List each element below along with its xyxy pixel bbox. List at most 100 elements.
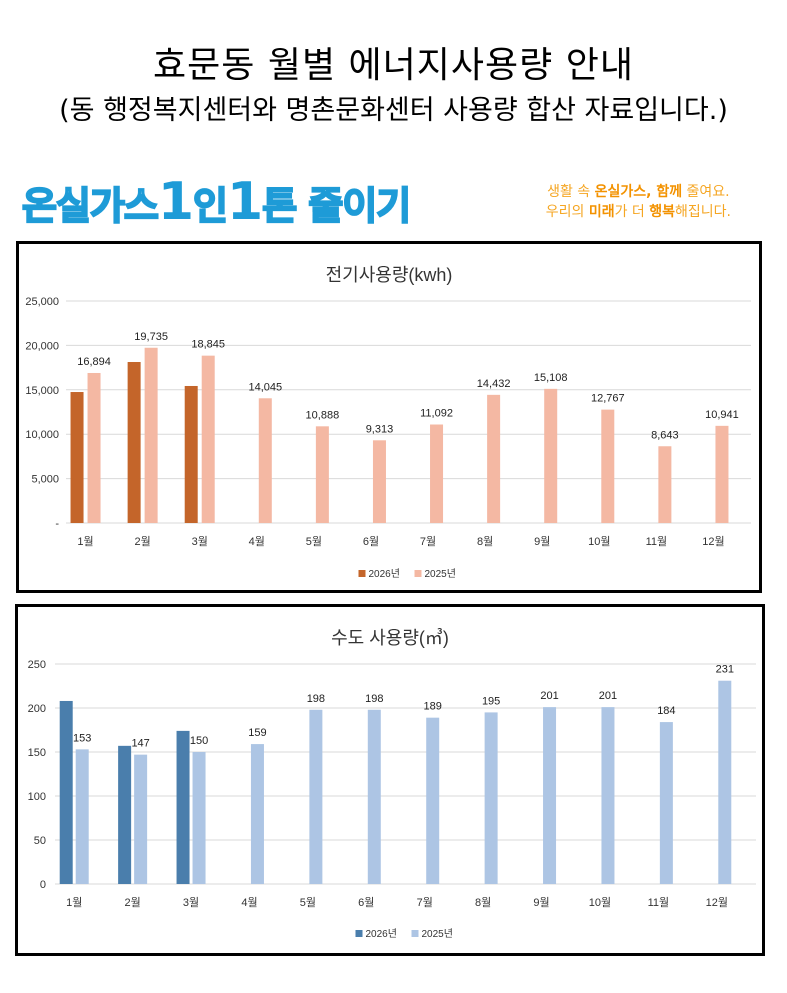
bar-2025년 xyxy=(372,440,386,523)
data-label: 159 xyxy=(248,727,266,739)
bar-2025년 xyxy=(543,707,557,884)
tagline-emphasis: 미래 xyxy=(588,204,615,220)
bar-2025년 xyxy=(715,425,729,523)
y-tick-label: - xyxy=(55,518,59,530)
x-tick-label: 6월 xyxy=(363,535,379,548)
data-label: 14,432 xyxy=(477,378,511,390)
x-tick-label: 6월 xyxy=(358,896,374,909)
bar-2025년 xyxy=(258,398,272,523)
bar-2026년 xyxy=(176,730,190,884)
x-tick-label: 5월 xyxy=(306,535,322,548)
x-tick-label: 1월 xyxy=(66,896,82,909)
data-label: 198 xyxy=(365,693,383,705)
y-tick-label: 5,000 xyxy=(31,474,59,486)
data-label: 19,735 xyxy=(134,331,168,343)
bar-2025년 xyxy=(658,446,672,523)
tagline-emphasis: 온실가스, 함께 xyxy=(594,184,683,200)
legend-label: 2026년 xyxy=(369,568,400,580)
data-label: 150 xyxy=(190,735,208,747)
bar-2025년 xyxy=(144,347,158,523)
y-tick-label: 200 xyxy=(28,703,46,715)
slogan-part: 톤 줄이기 xyxy=(261,183,412,229)
chart-title: 전기사용량(kwh) xyxy=(325,265,453,285)
tagline-line-2: 우리의 미래가 더 행복해집니다. xyxy=(546,202,731,222)
x-tick-label: 5월 xyxy=(300,896,316,909)
legend-swatch xyxy=(411,930,419,937)
data-label: 189 xyxy=(424,701,442,713)
bar-2025년 xyxy=(601,707,615,884)
data-label: 153 xyxy=(73,732,91,744)
bar-2026년 xyxy=(59,700,73,884)
data-label: 11,092 xyxy=(420,408,453,420)
x-tick-label: 9월 xyxy=(534,535,550,548)
data-label: 195 xyxy=(482,695,500,707)
y-tick-label: 100 xyxy=(28,791,46,803)
page-title: 효문동 월별 에너지사용량 안내 xyxy=(153,45,634,86)
data-label: 201 xyxy=(540,690,558,702)
x-tick-label: 3월 xyxy=(192,535,208,548)
x-tick-label: 10월 xyxy=(589,896,611,909)
electricity-chart-plot: - 5,000 10,000 15,000 20,000 25,000 1월 2월 3월 4월 5월… xyxy=(25,296,751,580)
water-chart: 수도 사용량(㎥) 0 50 100 150 200 250 1월 2월 3월 4월 5월 6월 7월 8… xyxy=(15,604,765,956)
x-tick-label: 12월 xyxy=(706,896,728,909)
bar-2025년 xyxy=(430,424,444,523)
campaign-tagline: 생활 속 온실가스, 함께 줄여요. 우리의 미래가 더 행복해집니다. xyxy=(546,182,731,222)
slogan-part: 인 xyxy=(192,183,229,229)
y-tick-label: 50 xyxy=(34,835,46,847)
campaign-slogan-logo: 온실가스1인1톤 줄이기 xyxy=(21,172,412,232)
bar-2025년 xyxy=(250,744,264,884)
slogan-part: 온실가스 xyxy=(21,183,160,229)
x-tick-label: 8월 xyxy=(475,896,491,909)
chart-title: 수도 사용량(㎥) xyxy=(331,628,449,648)
water-chart-plot: 0 50 100 150 200 250 1월 2월 3월 4월 5월 6월 7월 8월 9월 10월 11월 1… xyxy=(28,659,756,940)
x-tick-label: 4월 xyxy=(249,535,265,548)
x-tick-label: 11월 xyxy=(648,896,670,909)
data-label: 12,767 xyxy=(591,393,625,405)
x-tick-label: 7월 xyxy=(417,896,433,909)
data-label: 9,313 xyxy=(366,423,394,435)
electricity-chart: 전기사용량(kwh) - 5,000 10,000 15,000 20,000 25,00… xyxy=(16,241,762,593)
bar-2025년 xyxy=(309,709,323,884)
bar-2026년 xyxy=(184,385,198,523)
bar-2026년 xyxy=(118,745,132,884)
bar-2025년 xyxy=(201,355,215,523)
y-tick-label: 250 xyxy=(28,659,46,671)
bar-2026년 xyxy=(70,392,84,523)
x-tick-label: 1월 xyxy=(77,535,93,548)
x-tick-label: 3월 xyxy=(183,896,199,909)
legend-swatch xyxy=(414,570,422,577)
y-tick-label: 20,000 xyxy=(25,340,59,352)
legend-label: 2025년 xyxy=(425,568,456,580)
bar-2025년 xyxy=(659,722,673,884)
x-tick-label: 11월 xyxy=(646,535,668,548)
bar-2025년 xyxy=(544,388,558,523)
bar-2025년 xyxy=(367,709,381,884)
bar-2025년 xyxy=(315,426,329,523)
bar-2025년 xyxy=(134,754,148,884)
data-label: 16,894 xyxy=(77,356,111,368)
bar-2025년 xyxy=(426,717,440,884)
data-label: 14,045 xyxy=(248,381,282,393)
x-tick-label: 7월 xyxy=(420,535,436,548)
bar-2025년 xyxy=(87,372,101,523)
bar-2025년 xyxy=(484,712,498,884)
data-label: 201 xyxy=(599,690,617,702)
y-tick-label: 15,000 xyxy=(25,385,59,397)
legend-swatch xyxy=(355,930,363,937)
legend-label: 2025년 xyxy=(422,928,453,940)
slogan-number: 1 xyxy=(157,172,194,232)
slogan-number: 1 xyxy=(227,172,263,232)
tagline-emphasis: 행복 xyxy=(649,204,676,220)
bar-2025년 xyxy=(192,752,206,884)
x-tick-label: 8월 xyxy=(477,535,493,548)
bar-2026년 xyxy=(127,362,141,523)
tagline-text: 우리의 xyxy=(545,204,589,220)
data-label: 198 xyxy=(307,693,325,705)
data-label: 10,941 xyxy=(705,409,739,421)
y-tick-label: 25,000 xyxy=(25,296,59,308)
x-tick-label: 12월 xyxy=(702,535,724,548)
tagline-text: 가 더 xyxy=(614,204,650,220)
data-label: 18,845 xyxy=(191,339,225,351)
legend-swatch xyxy=(358,570,366,577)
x-tick-label: 9월 xyxy=(533,896,549,909)
